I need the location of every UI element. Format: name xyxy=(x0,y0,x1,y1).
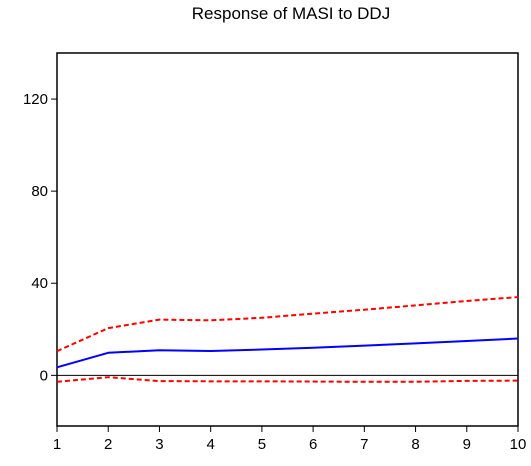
x-tick-label: 4 xyxy=(206,436,214,453)
y-tick-label: 0 xyxy=(40,367,48,384)
plot-area xyxy=(56,52,519,427)
x-tick-label: 2 xyxy=(104,436,112,453)
plot-frame xyxy=(56,52,519,427)
x-tick-label: 1 xyxy=(53,436,61,453)
x-axis: 1 2 3 4 5 6 7 8 9 10 xyxy=(53,426,527,453)
y-tick-label: 80 xyxy=(31,183,48,200)
chart-title: Response of MASI to DDJ xyxy=(192,4,390,23)
x-tick-label: 8 xyxy=(411,436,419,453)
x-tick-label: 6 xyxy=(309,436,317,453)
x-tick-label: 5 xyxy=(258,436,266,453)
y-tick-label: 120 xyxy=(23,91,48,108)
x-tick-label: 7 xyxy=(360,436,368,453)
series-group xyxy=(56,296,519,383)
x-tick-label: 3 xyxy=(155,436,163,453)
y-tick-label: 40 xyxy=(31,275,48,292)
y-axis: 0 40 80 120 xyxy=(23,91,57,384)
series-line-lower-band xyxy=(56,376,519,383)
x-tick-label: 10 xyxy=(510,436,527,453)
series-line-upper-band xyxy=(56,296,519,353)
x-tick-label: 9 xyxy=(463,436,471,453)
series-line-response xyxy=(56,337,519,369)
